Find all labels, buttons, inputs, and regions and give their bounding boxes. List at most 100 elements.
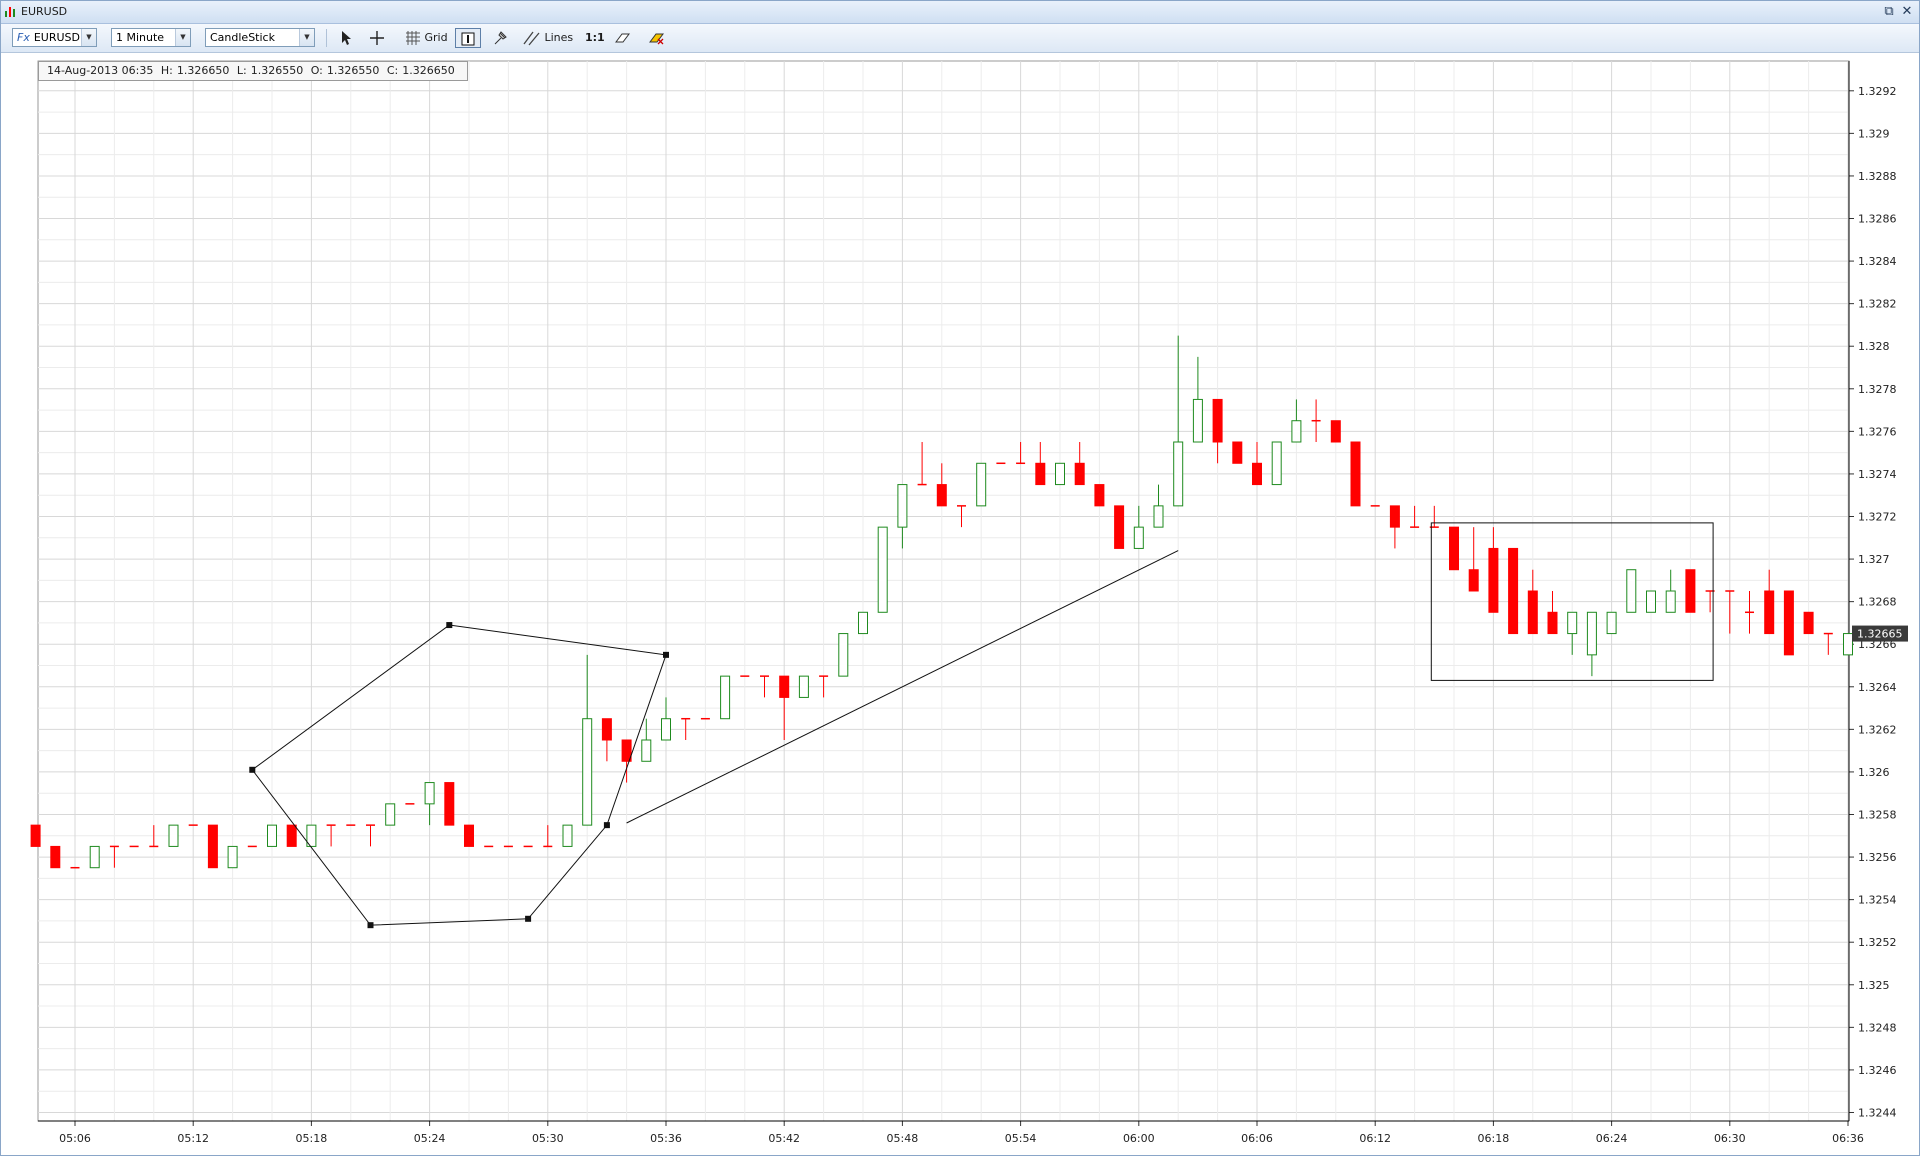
candle-body	[1449, 526, 1459, 571]
x-tick-label: 05:36	[650, 1132, 682, 1145]
info-close-label: C:	[386, 64, 399, 77]
chevron-down-icon[interactable]: ▼	[175, 29, 190, 46]
info-date: 14-Aug-2013 06:35	[47, 64, 154, 77]
info-open-label: O:	[310, 64, 323, 77]
drawing-handle	[367, 922, 374, 929]
candle-body	[1074, 462, 1085, 486]
candle-body	[1527, 590, 1538, 635]
candlestick-chart[interactable]: 1.3292 1.329 1.3288 1.3286 1.3284 1.3282 1.328…	[1, 53, 1919, 1155]
candle-body	[562, 824, 573, 847]
candle-body	[1153, 505, 1164, 528]
candle-body	[1389, 505, 1400, 528]
x-tick-label: 06:18	[1478, 1132, 1510, 1145]
lines-tool-button[interactable]: Lines	[523, 28, 573, 48]
candle-body	[601, 718, 612, 741]
candle-body	[1665, 590, 1676, 613]
candle-body	[621, 739, 632, 762]
x-tick-label: 06:24	[1596, 1132, 1628, 1145]
candle-body	[1133, 526, 1144, 549]
y-tick-label: 1.326	[1858, 766, 1890, 779]
timeframe-select[interactable]: 1 Minute ▼	[111, 28, 191, 47]
y-tick-label: 1.3284	[1858, 255, 1897, 268]
candle-body	[444, 782, 455, 826]
last-price-tag	[1852, 625, 1908, 642]
info-panel-button[interactable]	[455, 28, 481, 48]
candle-body	[30, 824, 41, 847]
crosshair-tool-button[interactable]	[369, 28, 385, 48]
candle-body	[424, 782, 435, 805]
clear-drawings-button[interactable]	[647, 28, 667, 48]
candle-body	[1192, 398, 1203, 443]
info-open: 1.326550	[326, 64, 380, 77]
x-tick-label: 06:06	[1241, 1132, 1273, 1145]
info-low: 1.326550	[250, 64, 304, 77]
x-tick-label: 05:42	[768, 1132, 800, 1145]
candle-body	[1843, 633, 1853, 656]
candle-body	[1094, 484, 1105, 507]
candle-body	[877, 526, 888, 613]
candle-body	[936, 484, 947, 507]
candle-body	[1232, 441, 1243, 464]
close-icon[interactable]: ✕	[1901, 4, 1913, 19]
y-tick-label: 1.3288	[1858, 170, 1897, 183]
y-tick-label: 1.3256	[1858, 851, 1897, 864]
info-low-label: L:	[236, 64, 247, 77]
info-close: 1.326650	[402, 64, 455, 77]
symbol-select[interactable]: Fx EURUSD ▼	[12, 28, 97, 47]
grid-toggle-button[interactable]: Grid	[405, 28, 448, 48]
candle-body	[464, 824, 474, 847]
y-tick-label: 1.3246	[1858, 1064, 1897, 1077]
chevron-down-icon[interactable]: ▼	[81, 29, 96, 46]
y-tick-label: 1.3292	[1858, 85, 1897, 98]
x-tick-label: 06:12	[1359, 1132, 1391, 1145]
candle-body	[976, 462, 987, 507]
candle-body	[1271, 441, 1282, 486]
pointer-tool-button[interactable]	[339, 28, 355, 48]
lines-label: Lines	[544, 31, 574, 44]
timeframe-value: 1 Minute	[116, 31, 165, 44]
drawing-handle	[446, 622, 453, 629]
candle-body	[1508, 547, 1519, 635]
candle-body	[720, 675, 731, 720]
y-tick-label: 1.3264	[1858, 681, 1897, 694]
y-tick-label: 1.3272	[1858, 511, 1897, 524]
y-tick-label: 1.3286	[1858, 213, 1897, 226]
chart-type-value: CandleStick	[210, 31, 275, 44]
candle-body	[858, 611, 868, 635]
x-tick-label: 05:54	[1005, 1132, 1037, 1145]
y-tick-label: 1.3252	[1858, 936, 1897, 949]
y-tick-label: 1.325	[1858, 979, 1890, 992]
x-tick-label: 05:12	[177, 1132, 209, 1145]
candle-body	[1212, 398, 1223, 443]
trend-line-drawing	[626, 550, 1179, 824]
y-tick-label: 1.3268	[1858, 596, 1897, 609]
plot-area	[37, 60, 1850, 1122]
x-tick-label: 05:18	[296, 1132, 328, 1145]
chart-type-select[interactable]: CandleStick ▼	[205, 28, 315, 47]
candle-body	[89, 845, 100, 869]
candle-body	[168, 824, 179, 847]
eraser-icon	[615, 33, 630, 43]
chevron-down-icon[interactable]: ▼	[299, 29, 314, 46]
y-tick-label: 1.3258	[1858, 808, 1897, 821]
x-tick-label: 06:00	[1123, 1132, 1155, 1145]
title-bar[interactable]: EURUSD ⧉ ✕	[1, 1, 1919, 24]
candle-body	[582, 718, 593, 826]
x-tick-label: 05:24	[414, 1132, 446, 1145]
candle-body	[1547, 611, 1558, 635]
window-title: EURUSD	[21, 5, 68, 18]
grid-label: Grid	[424, 31, 448, 44]
y-tick-label: 1.328	[1858, 340, 1890, 353]
rectangle-drawing	[1430, 522, 1714, 681]
candle-body	[1586, 611, 1597, 656]
symbol-prefix: Fx	[17, 31, 30, 44]
candle-body	[1252, 462, 1262, 486]
scale-one-to-one-button[interactable]: 1:1	[585, 31, 605, 44]
candle-body	[779, 675, 790, 698]
restore-icon[interactable]: ⧉	[1884, 4, 1894, 19]
y-tick-label: 1.3274	[1858, 468, 1897, 481]
symbol-value: EURUSD	[33, 31, 80, 44]
annotation-tool-button[interactable]	[492, 28, 510, 48]
eraser-tool-button[interactable]	[613, 28, 633, 48]
